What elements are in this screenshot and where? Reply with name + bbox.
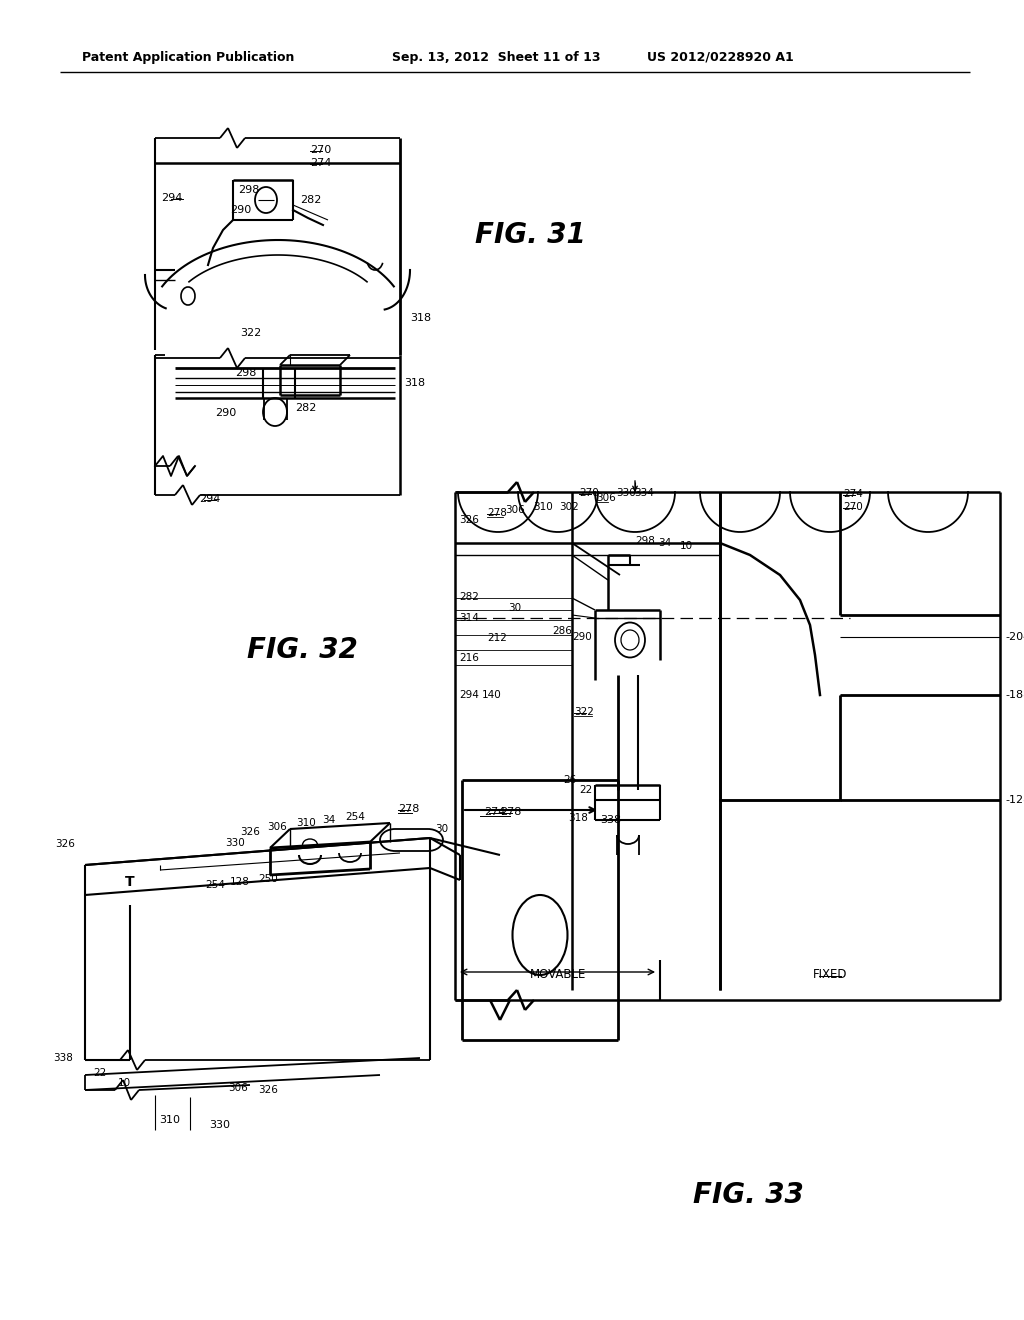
Text: 326: 326 (459, 515, 479, 525)
Text: FIXED: FIXED (813, 969, 847, 982)
Text: 254: 254 (345, 812, 365, 822)
Text: 216: 216 (459, 653, 479, 663)
Text: 330: 330 (225, 838, 245, 847)
Text: 306: 306 (228, 1082, 248, 1093)
Text: 212: 212 (487, 634, 507, 643)
Text: 290: 290 (215, 408, 237, 418)
Text: 338: 338 (53, 1053, 73, 1063)
Text: 326: 326 (258, 1085, 278, 1096)
Text: FIG. 31: FIG. 31 (475, 220, 586, 249)
Text: 318: 318 (410, 313, 431, 323)
Text: 310: 310 (296, 818, 315, 828)
Text: 298: 298 (234, 368, 256, 378)
Text: 26: 26 (563, 775, 577, 785)
Text: 278: 278 (398, 804, 420, 814)
Text: US 2012/0228920 A1: US 2012/0228920 A1 (647, 50, 794, 63)
Text: 306: 306 (267, 822, 287, 832)
Text: -204: -204 (1005, 632, 1024, 642)
Text: 250: 250 (258, 874, 278, 884)
Text: 290: 290 (230, 205, 251, 215)
Text: 338: 338 (600, 814, 622, 825)
Text: 306: 306 (596, 492, 615, 503)
Text: 30: 30 (508, 603, 521, 612)
Text: MOVABLE: MOVABLE (529, 969, 586, 982)
Text: 22: 22 (580, 785, 593, 795)
Text: 286: 286 (552, 626, 571, 636)
Text: 294: 294 (162, 193, 183, 203)
Text: 314: 314 (459, 612, 479, 623)
Text: 10: 10 (680, 541, 693, 550)
Text: 270: 270 (579, 488, 599, 498)
Text: 34: 34 (322, 814, 335, 825)
Text: 270: 270 (843, 502, 863, 512)
Text: 30: 30 (435, 824, 449, 834)
Text: 294: 294 (459, 690, 479, 700)
Text: 326: 326 (240, 828, 260, 837)
Text: 278: 278 (487, 508, 507, 517)
Text: 278: 278 (500, 807, 521, 817)
Text: 306: 306 (505, 506, 524, 515)
Text: -128: -128 (1005, 795, 1024, 805)
Text: 140: 140 (482, 690, 502, 700)
Text: 34: 34 (658, 539, 672, 548)
Text: 22: 22 (93, 1068, 106, 1078)
Text: Patent Application Publication: Patent Application Publication (82, 50, 294, 63)
Text: 270: 270 (310, 145, 331, 154)
Text: 298: 298 (635, 536, 655, 546)
Text: 10: 10 (118, 1078, 131, 1088)
Text: T: T (125, 875, 135, 888)
Text: FIG. 33: FIG. 33 (692, 1181, 804, 1209)
Text: 282: 282 (459, 591, 479, 602)
Text: 318: 318 (404, 378, 425, 388)
Text: 298: 298 (238, 185, 259, 195)
Text: 330: 330 (616, 488, 636, 498)
Text: Sep. 13, 2012  Sheet 11 of 13: Sep. 13, 2012 Sheet 11 of 13 (392, 50, 600, 63)
Text: FIG. 32: FIG. 32 (247, 636, 357, 664)
Text: 322: 322 (574, 708, 594, 717)
Text: 334: 334 (634, 488, 654, 498)
Text: 128: 128 (230, 876, 250, 887)
Text: 254: 254 (205, 880, 225, 890)
Text: 274: 274 (843, 488, 863, 499)
Text: 318: 318 (568, 813, 588, 822)
Text: 310: 310 (534, 502, 553, 512)
Text: 282: 282 (300, 195, 322, 205)
Text: 310: 310 (160, 1115, 180, 1125)
Text: 322: 322 (240, 327, 261, 338)
Text: 330: 330 (210, 1119, 230, 1130)
Text: 302: 302 (559, 502, 579, 512)
Text: 274: 274 (310, 158, 332, 168)
Text: 326: 326 (55, 840, 75, 849)
Text: 282: 282 (295, 403, 316, 413)
Text: 290: 290 (572, 632, 592, 642)
Text: 274: 274 (484, 807, 506, 817)
Text: -188: -188 (1005, 690, 1024, 700)
Text: 294: 294 (200, 494, 221, 504)
